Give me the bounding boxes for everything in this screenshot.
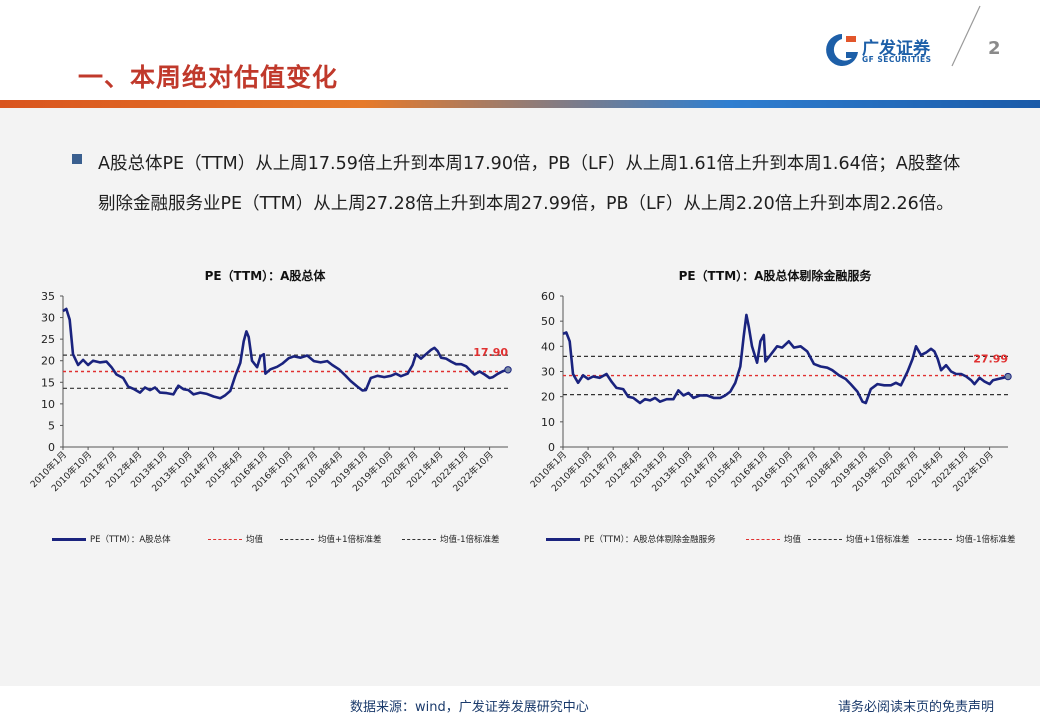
legend-mean: 均值 xyxy=(746,533,801,545)
gf-securities-logo: 广发证券 GF SECURITIES xyxy=(822,30,942,72)
footer-disclaimer: 请务必阅读末页的免责声明 xyxy=(838,700,995,715)
gf-logo-icon xyxy=(826,34,858,66)
legend-minus-1sd: 均值-1倍标准差 xyxy=(918,533,1015,545)
chart2-legend: PE（TTM）：A股总体剔除金融服务 均值 均值+1倍标准差 均值-1倍标准差 xyxy=(546,533,1026,547)
chart1-plot: 051015202530352010年1月2010年10月2011年7月2012… xyxy=(28,290,512,494)
y-tick-label: 20 xyxy=(541,391,555,404)
series-line xyxy=(562,313,1009,405)
legend-plus-1sd: 均值+1倍标准差 xyxy=(808,533,910,545)
legend-mean: 均值 xyxy=(208,533,263,545)
chart1-legend: PE（TTM）：A股总体 均值 均值+1倍标准差 均值-1倍标准差 xyxy=(52,533,522,547)
legend-series: PE（TTM）：A股总体 xyxy=(52,533,171,545)
y-tick-label: 60 xyxy=(541,290,555,303)
y-tick-label: 0 xyxy=(48,441,55,454)
page-number: 2 xyxy=(988,38,1001,59)
y-tick-label: 50 xyxy=(541,315,555,328)
y-tick-label: 10 xyxy=(41,398,55,411)
latest-point-marker xyxy=(1004,372,1012,381)
y-tick-label: 0 xyxy=(548,441,555,454)
y-tick-label: 30 xyxy=(41,312,55,325)
latest-value-label: 17.90 xyxy=(473,346,508,359)
latest-value-label: 27.99 xyxy=(973,353,1008,366)
series-line xyxy=(62,307,509,400)
y-tick-label: 5 xyxy=(48,419,55,432)
legend-minus-1sd: 均值-1倍标准差 xyxy=(402,533,499,545)
y-tick-label: 35 xyxy=(41,290,55,303)
y-tick-label: 30 xyxy=(541,366,555,379)
y-tick-label: 15 xyxy=(41,376,55,389)
legend-plus-1sd: 均值+1倍标准差 xyxy=(280,533,382,545)
y-tick-label: 25 xyxy=(41,333,55,346)
chart2-title: PE（TTM）：A股总体剔除金融服务 xyxy=(678,269,872,283)
bullet-square-icon xyxy=(72,154,82,164)
chart2-plot: 01020304050602010年1月2010年10月2011年7月2012年… xyxy=(528,290,1012,494)
header-color-bar xyxy=(0,100,1040,108)
latest-point-marker xyxy=(504,366,512,374)
y-tick-label: 40 xyxy=(541,340,555,353)
footer-source: 数据来源：wind，广发证券发展研究中心 xyxy=(350,700,589,715)
chart1-title: PE（TTM）：A股总体 xyxy=(204,269,326,283)
page-title: 一、本周绝对估值变化 xyxy=(78,63,339,92)
y-tick-label: 20 xyxy=(41,355,55,368)
header-slash-divider xyxy=(951,5,981,67)
summary-text: A股总体PE（TTM）从上周17.59倍上升到本周17.90倍，PB（LF）从上… xyxy=(98,154,961,214)
logo-text-cn: 广发证券 xyxy=(862,39,930,59)
legend-series: PE（TTM）：A股总体剔除金融服务 xyxy=(546,533,716,545)
y-tick-label: 10 xyxy=(541,416,555,429)
logo-text-en: GF SECURITIES xyxy=(862,55,932,64)
